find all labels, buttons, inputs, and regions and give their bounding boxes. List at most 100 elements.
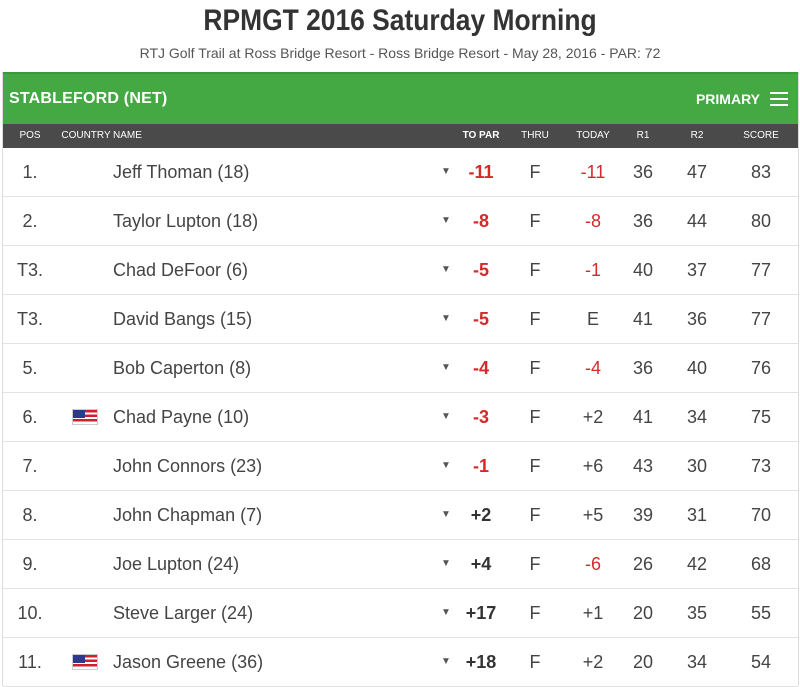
position-cell: 5. bbox=[22, 358, 38, 378]
caret-down-icon[interactable]: ▼ bbox=[441, 509, 451, 520]
player-name[interactable]: Taylor Lupton (18) bbox=[113, 211, 259, 231]
caret-down-icon[interactable]: ▼ bbox=[441, 607, 451, 618]
round2-cell: 35 bbox=[686, 603, 708, 623]
round1-cell: 26 bbox=[632, 554, 654, 574]
score-cell: 73 bbox=[750, 456, 772, 476]
table-row[interactable]: 2. Taylor Lupton (18) ▼ -8 F -8 36 44 80 bbox=[3, 197, 798, 246]
thru-cell: F bbox=[529, 309, 541, 329]
round2-cell: 40 bbox=[686, 358, 708, 378]
round1-cell: 41 bbox=[632, 407, 654, 427]
score-cell: 80 bbox=[750, 211, 772, 231]
today-cell: +6 bbox=[582, 456, 604, 476]
col-r2: R2 bbox=[690, 130, 704, 141]
thru-cell: F bbox=[529, 211, 541, 231]
position-cell: 9. bbox=[22, 554, 38, 574]
primary-menu-toggle[interactable]: PRIMARY bbox=[696, 91, 788, 107]
position-cell: 11. bbox=[18, 652, 42, 672]
to-par-cell: -3 bbox=[472, 407, 489, 427]
col-pos: POS bbox=[19, 130, 41, 141]
player-name[interactable]: Bob Caperton (8) bbox=[113, 358, 252, 378]
thru-cell: F bbox=[529, 162, 541, 182]
thru-cell: F bbox=[529, 554, 541, 574]
to-par-cell: +4 bbox=[470, 554, 492, 574]
to-par-cell: -5 bbox=[472, 309, 489, 329]
score-cell: 54 bbox=[750, 652, 772, 672]
thru-cell: F bbox=[529, 407, 541, 427]
to-par-cell: -5 bbox=[472, 260, 489, 280]
to-par-cell: +18 bbox=[465, 652, 497, 672]
score-cell: 76 bbox=[750, 358, 772, 378]
today-cell: -8 bbox=[584, 211, 601, 231]
table-row[interactable]: 1. Jeff Thoman (18) ▼ -11 F -11 36 47 83 bbox=[3, 148, 798, 197]
table-row[interactable]: 7. John Connors (23) ▼ -1 F +6 43 30 73 bbox=[3, 442, 798, 491]
to-par-cell: +2 bbox=[470, 505, 492, 525]
col-r1: R1 bbox=[636, 130, 650, 141]
today-cell: +1 bbox=[582, 603, 604, 623]
caret-down-icon[interactable]: ▼ bbox=[441, 215, 451, 226]
score-cell: 68 bbox=[750, 554, 772, 574]
leaderboard-bar: STABLEFORD (NET) PRIMARY bbox=[3, 72, 798, 124]
caret-down-icon[interactable]: ▼ bbox=[441, 656, 451, 667]
thru-cell: F bbox=[529, 652, 541, 672]
player-name[interactable]: John Chapman (7) bbox=[113, 505, 263, 525]
us-flag-icon bbox=[72, 654, 98, 670]
primary-label[interactable]: PRIMARY bbox=[695, 91, 760, 107]
score-cell: 75 bbox=[750, 407, 772, 427]
caret-down-icon[interactable]: ▼ bbox=[441, 362, 451, 373]
thru-cell: F bbox=[529, 358, 541, 378]
page-title: RPMGT 2016 Saturday Morning bbox=[203, 4, 597, 37]
position-cell: T3. bbox=[16, 260, 43, 280]
round1-cell: 36 bbox=[632, 211, 654, 231]
player-name[interactable]: Jason Greene (36) bbox=[113, 652, 264, 672]
position-cell: 2. bbox=[22, 211, 38, 231]
round2-cell: 44 bbox=[686, 211, 708, 231]
player-name[interactable]: Joe Lupton (24) bbox=[113, 554, 240, 574]
col-score: SCORE bbox=[743, 130, 779, 141]
leaderboard: STABLEFORD (NET) PRIMARY POS COUNTRY NAM… bbox=[2, 72, 799, 687]
page-subtitle: RTJ Golf Trail at Ross Bridge Resort - R… bbox=[139, 45, 661, 61]
today-cell: E bbox=[586, 309, 599, 329]
today-cell: -6 bbox=[584, 554, 601, 574]
table-row[interactable]: 5. Bob Caperton (8) ▼ -4 F -4 36 40 76 bbox=[3, 344, 798, 393]
position-cell: 6. bbox=[22, 407, 38, 427]
caret-down-icon[interactable]: ▼ bbox=[441, 166, 451, 177]
thru-cell: F bbox=[529, 603, 541, 623]
thru-cell: F bbox=[529, 505, 541, 525]
to-par-cell: -11 bbox=[468, 162, 494, 182]
caret-down-icon[interactable]: ▼ bbox=[441, 313, 451, 324]
score-cell: 77 bbox=[750, 260, 772, 280]
table-body: 1. Jeff Thoman (18) ▼ -11 F -11 36 47 83 2. Taylor… bbox=[3, 148, 798, 687]
round1-cell: 43 bbox=[632, 456, 654, 476]
today-cell: -1 bbox=[584, 260, 601, 280]
player-name[interactable]: Chad DeFoor (6) bbox=[113, 260, 249, 280]
caret-down-icon[interactable]: ▼ bbox=[441, 411, 451, 422]
caret-down-icon[interactable]: ▼ bbox=[441, 264, 451, 275]
caret-down-icon[interactable]: ▼ bbox=[441, 460, 451, 471]
player-name[interactable]: David Bangs (15) bbox=[113, 309, 253, 329]
col-country: COUNTRY bbox=[61, 130, 111, 141]
table-row[interactable]: T3. David Bangs (15) ▼ -5 F E 41 36 77 bbox=[3, 295, 798, 344]
player-name[interactable]: Chad Payne (10) bbox=[113, 407, 250, 427]
round2-cell: 36 bbox=[686, 309, 708, 329]
player-name[interactable]: John Connors (23) bbox=[113, 456, 263, 476]
today-cell: -11 bbox=[580, 162, 606, 182]
table-row[interactable]: 8. John Chapman (7) ▼ +2 F +5 39 31 70 bbox=[3, 491, 798, 540]
position-cell: 10. bbox=[17, 603, 43, 623]
col-thru: THRU bbox=[521, 130, 549, 141]
to-par-cell: +17 bbox=[465, 603, 497, 623]
round1-cell: 41 bbox=[632, 309, 654, 329]
table-row[interactable]: 9. Joe Lupton (24) ▼ +4 F -6 26 42 68 bbox=[3, 540, 798, 589]
table-row[interactable]: 6. Chad Payne (10) ▼ -3 F +2 41 34 75 bbox=[3, 393, 798, 442]
table-row[interactable]: 11. Jason Greene (36) ▼ +18 F +2 20 34 54 bbox=[3, 638, 798, 687]
player-name[interactable]: Jeff Thoman (18) bbox=[113, 162, 250, 182]
table-row[interactable]: 10. Steve Larger (24) ▼ +17 F +1 20 35 55 bbox=[3, 589, 798, 638]
to-par-cell: -4 bbox=[472, 358, 489, 378]
today-cell: +5 bbox=[582, 505, 604, 525]
today-cell: +2 bbox=[582, 407, 604, 427]
round1-cell: 36 bbox=[632, 358, 654, 378]
table-row[interactable]: T3. Chad DeFoor (6) ▼ -5 F -1 40 37 77 bbox=[3, 246, 798, 295]
hamburger-menu-icon[interactable] bbox=[770, 92, 788, 106]
caret-down-icon[interactable]: ▼ bbox=[441, 558, 451, 569]
player-name[interactable]: Steve Larger (24) bbox=[113, 603, 254, 623]
page-header: RPMGT 2016 Saturday Morning RTJ Golf Tra… bbox=[0, 0, 800, 72]
